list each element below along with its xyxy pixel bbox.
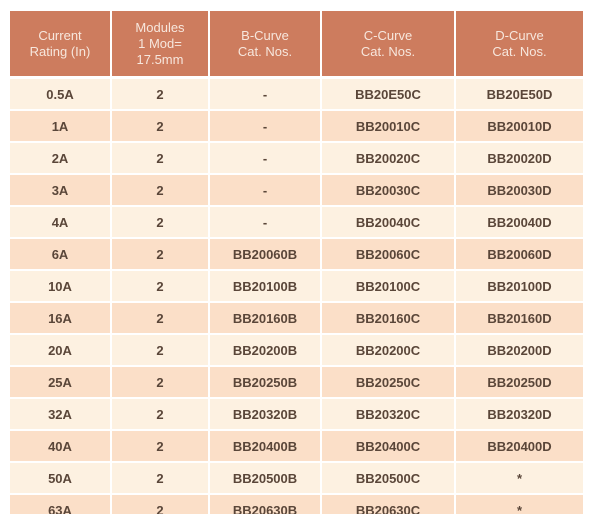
cell-c-curve: BB20020C: [322, 143, 454, 173]
catalog-table: Current Rating (In) Modules 1 Mod= 17.5m…: [10, 11, 583, 514]
header-b-curve: B-Curve Cat. Nos.: [210, 11, 320, 76]
cell-modules: 2: [112, 111, 208, 141]
header-modules: Modules 1 Mod= 17.5mm: [112, 11, 208, 76]
cell-d-curve: BB20200D: [456, 335, 583, 365]
cell-d-curve: *: [456, 463, 583, 493]
cell-c-curve: BB20630C: [322, 495, 454, 514]
cell-b-curve: BB20630B: [210, 495, 320, 514]
table-header-row: Current Rating (In) Modules 1 Mod= 17.5m…: [10, 11, 583, 76]
cell-current-rating: 20A: [10, 335, 110, 365]
table-row: 3A 2- BB20030C BB20030D: [10, 175, 583, 205]
cell-current-rating: 63A: [10, 495, 110, 514]
cell-d-curve: BB20250D: [456, 367, 583, 397]
cell-d-curve: BB20320D: [456, 399, 583, 429]
cell-c-curve: BB20E50C: [322, 79, 454, 109]
cell-d-curve: BB20160D: [456, 303, 583, 333]
cell-b-curve: BB20320B: [210, 399, 320, 429]
table-row: 25A 2 BB20250B BB20250C BB20250D: [10, 367, 583, 397]
table-row: 40A 2 BB20400B BB20400C BB20400D: [10, 431, 583, 461]
cell-c-curve: BB20250C: [322, 367, 454, 397]
cell-d-curve: BB20040D: [456, 207, 583, 237]
cell-d-curve: BB20100D: [456, 271, 583, 301]
cell-current-rating: 2A: [10, 143, 110, 173]
cell-current-rating: 10A: [10, 271, 110, 301]
cell-b-curve: -: [210, 175, 320, 205]
cell-d-curve: *: [456, 495, 583, 514]
cell-b-curve: BB20200B: [210, 335, 320, 365]
cell-modules: 2: [112, 463, 208, 493]
cell-c-curve: BB20320C: [322, 399, 454, 429]
table-row: 0.5A 2- BB20E50C BB20E50D: [10, 79, 583, 109]
cell-current-rating: 25A: [10, 367, 110, 397]
table-row: 6A 2 BB20060B BB20060C BB20060D: [10, 239, 583, 269]
cell-current-rating: 40A: [10, 431, 110, 461]
cell-modules: 2: [112, 79, 208, 109]
cell-c-curve: BB20160C: [322, 303, 454, 333]
cell-b-curve: BB20500B: [210, 463, 320, 493]
cell-b-curve: -: [210, 111, 320, 141]
cell-d-curve: BB20020D: [456, 143, 583, 173]
cell-modules: 2: [112, 399, 208, 429]
cell-current-rating: 3A: [10, 175, 110, 205]
cell-b-curve: BB20100B: [210, 271, 320, 301]
cell-b-curve: BB20400B: [210, 431, 320, 461]
cell-b-curve: -: [210, 79, 320, 109]
cell-modules: 2: [112, 143, 208, 173]
cell-modules: 2: [112, 367, 208, 397]
table-row: 10A 2 BB20100B BB20100C BB20100D: [10, 271, 583, 301]
cell-d-curve: BB20400D: [456, 431, 583, 461]
cell-c-curve: BB20500C: [322, 463, 454, 493]
cell-c-curve: BB20100C: [322, 271, 454, 301]
cell-current-rating: 4A: [10, 207, 110, 237]
table-row: 63A 2 BB20630B BB20630C *: [10, 495, 583, 514]
cell-b-curve: BB20250B: [210, 367, 320, 397]
cell-modules: 2: [112, 175, 208, 205]
cell-b-curve: -: [210, 143, 320, 173]
table-row: 1A 2- BB20010C BB20010D: [10, 111, 583, 141]
table-row: 20A 2 BB20200B BB20200C BB20200D: [10, 335, 583, 365]
table-row: 32A 2 BB20320B BB20320C BB20320D: [10, 399, 583, 429]
cell-current-rating: 1A: [10, 111, 110, 141]
header-c-curve: C-Curve Cat. Nos.: [322, 11, 454, 76]
cell-current-rating: 16A: [10, 303, 110, 333]
cell-b-curve: BB20160B: [210, 303, 320, 333]
table-row: 2A 2- BB20020C BB20020D: [10, 143, 583, 173]
cell-c-curve: BB20010C: [322, 111, 454, 141]
cell-d-curve: BB20010D: [456, 111, 583, 141]
cell-current-rating: 50A: [10, 463, 110, 493]
cell-c-curve: BB20400C: [322, 431, 454, 461]
cell-d-curve: BB20E50D: [456, 79, 583, 109]
cell-b-curve: -: [210, 207, 320, 237]
cell-modules: 2: [112, 495, 208, 514]
cell-modules: 2: [112, 271, 208, 301]
cell-c-curve: BB20030C: [322, 175, 454, 205]
cell-b-curve: BB20060B: [210, 239, 320, 269]
table-row: 4A 2- BB20040C BB20040D: [10, 207, 583, 237]
header-current-rating: Current Rating (In): [10, 11, 110, 76]
cell-d-curve: BB20060D: [456, 239, 583, 269]
cell-current-rating: 6A: [10, 239, 110, 269]
cell-modules: 2: [112, 431, 208, 461]
cell-modules: 2: [112, 239, 208, 269]
cell-modules: 2: [112, 335, 208, 365]
cell-d-curve: BB20030D: [456, 175, 583, 205]
table-row: 50A 2 BB20500B BB20500C *: [10, 463, 583, 493]
header-d-curve: D-Curve Cat. Nos.: [456, 11, 583, 76]
cell-current-rating: 32A: [10, 399, 110, 429]
cell-c-curve: BB20200C: [322, 335, 454, 365]
table-row: 16A 2 BB20160B BB20160C BB20160D: [10, 303, 583, 333]
cell-c-curve: BB20040C: [322, 207, 454, 237]
cell-current-rating: 0.5A: [10, 79, 110, 109]
cell-modules: 2: [112, 207, 208, 237]
cell-c-curve: BB20060C: [322, 239, 454, 269]
cell-modules: 2: [112, 303, 208, 333]
